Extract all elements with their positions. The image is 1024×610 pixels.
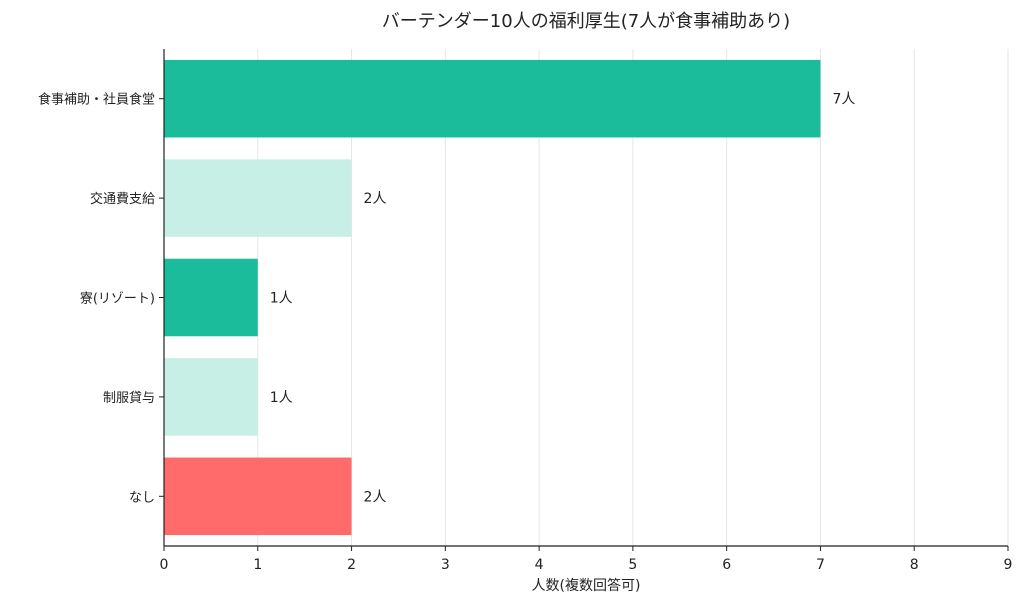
x-tick-label: 9 <box>1004 557 1013 573</box>
bars <box>164 59 821 536</box>
x-ticks: 0 1 2 3 4 5 6 7 8 9 <box>159 98 1013 573</box>
x-tick-label: 3 <box>441 557 450 573</box>
x-tick-label: 0 <box>160 557 169 573</box>
category-label: なし <box>129 490 155 505</box>
bar <box>164 159 352 237</box>
value-label: 2人 <box>364 191 387 207</box>
bar <box>164 258 258 337</box>
x-tick-label: 4 <box>535 557 544 573</box>
category-label: 制服貸与 <box>103 390 155 406</box>
x-tick-label: 2 <box>347 557 356 573</box>
chart-title: バーテンダー10人の福利厚生(7人が食事補助あり) <box>382 11 790 32</box>
category-label: 寮(リゾート) <box>80 291 155 307</box>
value-label: 2人 <box>364 489 387 505</box>
category-label: 交通費支給 <box>90 191 155 207</box>
x-tick-label: 5 <box>628 557 637 573</box>
value-labels: 7人 2人 1人 1人 2人 <box>270 92 856 506</box>
bar <box>164 457 352 536</box>
category-label: 食事補助・社員食堂 <box>38 92 155 108</box>
value-label: 7人 <box>832 92 855 108</box>
x-tick-label: 6 <box>722 557 731 573</box>
bar <box>164 358 258 436</box>
bar <box>164 59 821 138</box>
x-tick-label: 7 <box>816 557 825 573</box>
value-label: 1人 <box>270 390 293 406</box>
x-axis-title: 人数(複数回答可) <box>532 577 641 594</box>
value-label: 1人 <box>270 291 293 307</box>
x-tick-label: 8 <box>910 557 919 573</box>
x-tick-label: 1 <box>253 557 262 573</box>
